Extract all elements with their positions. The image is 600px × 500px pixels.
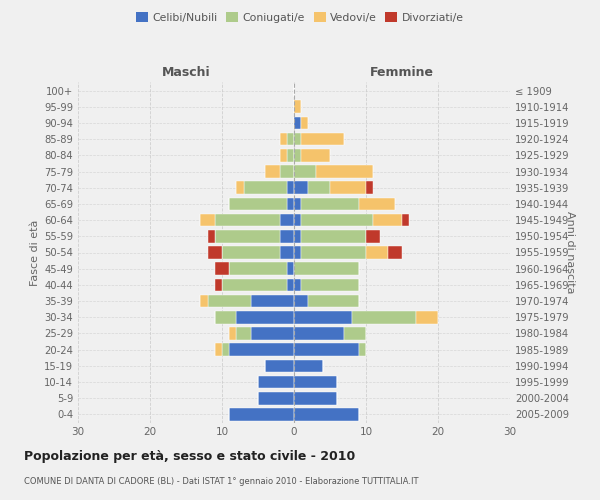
- Bar: [280, 246, 294, 259]
- Bar: [280, 230, 294, 242]
- Bar: [294, 214, 301, 226]
- Bar: [215, 230, 280, 242]
- Bar: [229, 408, 294, 420]
- Bar: [294, 198, 301, 210]
- Bar: [215, 278, 222, 291]
- Bar: [301, 133, 344, 145]
- Bar: [294, 376, 337, 388]
- Bar: [215, 214, 280, 226]
- Bar: [215, 262, 229, 275]
- Bar: [294, 149, 301, 162]
- Bar: [294, 408, 359, 420]
- Bar: [366, 246, 388, 259]
- Bar: [301, 149, 330, 162]
- Bar: [229, 262, 287, 275]
- Bar: [208, 246, 222, 259]
- Bar: [236, 327, 251, 340]
- Bar: [280, 133, 287, 145]
- Bar: [251, 327, 294, 340]
- Bar: [352, 311, 416, 324]
- Bar: [294, 230, 301, 242]
- Bar: [388, 246, 402, 259]
- Bar: [251, 295, 294, 308]
- Bar: [208, 230, 215, 242]
- Bar: [366, 182, 373, 194]
- Bar: [294, 165, 316, 178]
- Bar: [287, 149, 294, 162]
- Bar: [236, 182, 244, 194]
- Bar: [200, 214, 215, 226]
- Bar: [294, 100, 301, 113]
- Bar: [294, 327, 344, 340]
- Bar: [294, 262, 359, 275]
- Bar: [330, 182, 366, 194]
- Bar: [294, 344, 359, 356]
- Bar: [301, 198, 359, 210]
- Bar: [294, 116, 301, 130]
- Bar: [373, 214, 402, 226]
- Bar: [280, 214, 294, 226]
- Bar: [265, 360, 294, 372]
- Bar: [229, 327, 236, 340]
- Text: COMUNE DI DANTA DI CADORE (BL) - Dati ISTAT 1° gennaio 2010 - Elaborazione TUTTI: COMUNE DI DANTA DI CADORE (BL) - Dati IS…: [24, 478, 419, 486]
- Bar: [280, 165, 294, 178]
- Bar: [344, 327, 366, 340]
- Text: Popolazione per età, sesso e stato civile - 2010: Popolazione per età, sesso e stato civil…: [24, 450, 355, 463]
- Bar: [294, 133, 301, 145]
- Bar: [287, 182, 294, 194]
- Bar: [294, 360, 323, 372]
- Bar: [222, 246, 280, 259]
- Bar: [200, 295, 208, 308]
- Y-axis label: Anni di nascita: Anni di nascita: [565, 211, 575, 294]
- Bar: [402, 214, 409, 226]
- Bar: [287, 262, 294, 275]
- Bar: [208, 295, 251, 308]
- Bar: [301, 246, 366, 259]
- Bar: [280, 149, 287, 162]
- Bar: [359, 198, 395, 210]
- Bar: [215, 311, 236, 324]
- Bar: [294, 295, 308, 308]
- Bar: [308, 295, 359, 308]
- Bar: [308, 182, 330, 194]
- Bar: [416, 311, 438, 324]
- Bar: [301, 116, 308, 130]
- Bar: [294, 392, 337, 404]
- Bar: [258, 392, 294, 404]
- Legend: Celibi/Nubili, Coniugati/e, Vedovi/e, Divorziati/e: Celibi/Nubili, Coniugati/e, Vedovi/e, Di…: [132, 8, 468, 27]
- Bar: [294, 278, 301, 291]
- Bar: [244, 182, 287, 194]
- Bar: [301, 214, 373, 226]
- Bar: [294, 311, 352, 324]
- Bar: [229, 344, 294, 356]
- Text: Femmine: Femmine: [370, 66, 434, 80]
- Bar: [287, 278, 294, 291]
- Bar: [265, 165, 280, 178]
- Bar: [366, 230, 380, 242]
- Bar: [301, 230, 366, 242]
- Bar: [287, 133, 294, 145]
- Text: Maschi: Maschi: [161, 66, 211, 80]
- Bar: [222, 278, 287, 291]
- Bar: [222, 344, 229, 356]
- Bar: [294, 246, 301, 259]
- Bar: [301, 278, 359, 291]
- Bar: [316, 165, 373, 178]
- Bar: [215, 344, 222, 356]
- Bar: [236, 311, 294, 324]
- Bar: [258, 376, 294, 388]
- Bar: [287, 198, 294, 210]
- Bar: [359, 344, 366, 356]
- Y-axis label: Fasce di età: Fasce di età: [30, 220, 40, 286]
- Bar: [294, 182, 308, 194]
- Bar: [229, 198, 287, 210]
